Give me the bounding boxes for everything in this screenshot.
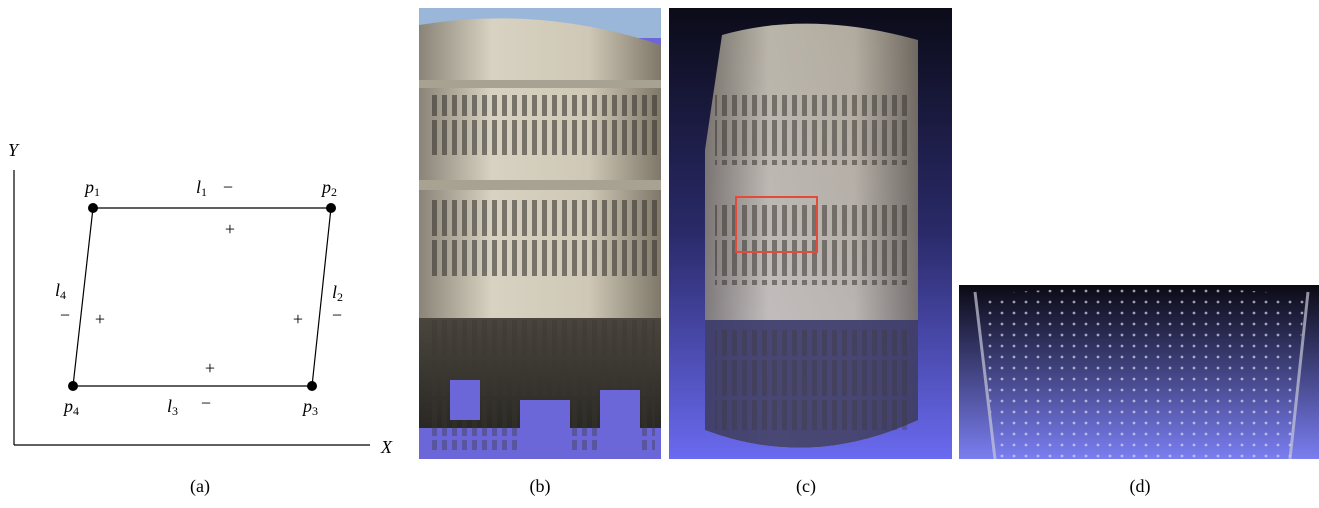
line-label-sub: 1 [201,185,207,199]
image-c [669,8,952,459]
caption: (c) [796,476,816,497]
line-label: l1 [196,177,207,199]
line-label-sub: 3 [172,404,178,418]
line-label-base: l [55,280,60,300]
axis-label: Y [8,140,20,160]
caption: (d) [1130,476,1151,497]
vertex [68,381,78,391]
line-label-sub: 4 [60,288,66,302]
vertices [68,203,336,391]
point-label-sub: 4 [73,404,79,418]
point-label-sub: 3 [312,404,318,418]
minus-sign: − [223,177,233,197]
point-label-base: p [301,396,312,416]
vertex [88,203,98,213]
caption: (a) [190,476,210,497]
minus-sign: − [201,393,211,413]
point-label: p3 [301,396,318,418]
line-label-base: l [167,396,172,416]
image-d [959,285,1319,460]
axis-label: X [380,437,393,457]
quadrilateral [72,207,332,387]
plus-sign: + [95,309,105,329]
point-label: p2 [320,177,337,199]
minus-sign: − [60,305,70,325]
caption: (b) [530,476,551,497]
line-label: l3 [167,396,178,418]
point-label-base: p [62,396,73,416]
plus-sign: + [205,358,215,378]
point-label-sub: 1 [94,185,100,199]
point-label: p1 [83,177,100,199]
highlight-box [735,196,818,253]
point-label: p4 [62,396,79,418]
line-label-base: l [196,177,201,197]
line-label: l2 [332,282,343,304]
image-b [419,8,661,459]
plus-sign: + [225,219,235,239]
point-label-base: p [83,177,94,197]
vertex [326,203,336,213]
vertex [307,381,317,391]
point-label-base: p [320,177,331,197]
minus-sign: − [332,305,342,325]
line-label-sub: 2 [337,290,343,304]
plus-sign: + [293,309,303,329]
line-label-base: l [332,282,337,302]
point-label-sub: 2 [331,185,337,199]
line-label: l4 [55,280,66,302]
